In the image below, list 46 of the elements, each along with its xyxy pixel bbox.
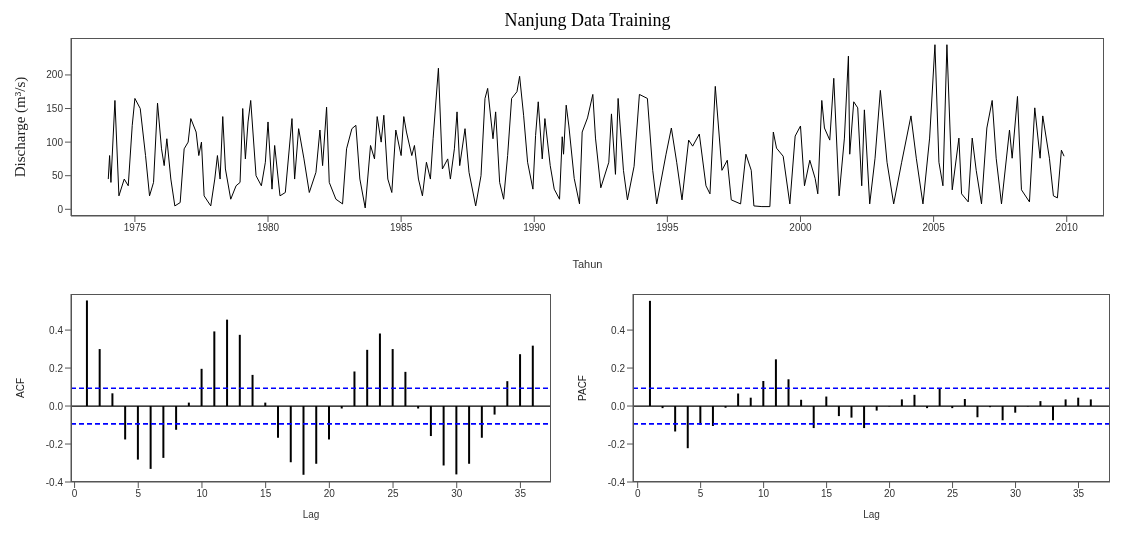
x-tick-label: 20 (884, 488, 896, 500)
y-tick-label: 0.2 (611, 362, 626, 374)
x-tick-label: 5 (697, 488, 704, 500)
x-tick-label: 15 (821, 488, 833, 500)
x-tick-label: 25 (387, 488, 400, 500)
y-tick-label: 150 (46, 103, 64, 115)
x-tick-label: 20 (323, 488, 336, 500)
y-axis-title: Discharge (m³/s) (12, 76, 30, 178)
y-axis-title: PACF (576, 375, 588, 401)
x-tick-label: 30 (451, 488, 463, 500)
y-tick-label: -0.2 (607, 438, 626, 450)
y-tick-label: 0.0 (49, 400, 64, 412)
x-tick-label: 1980 (256, 222, 280, 234)
x-tick-label: 2005 (922, 222, 946, 234)
y-tick-label: 50 (51, 170, 64, 182)
x-tick-label: 0 (634, 488, 641, 500)
x-tick-label: 30 (1009, 488, 1022, 500)
x-tick-label: 1975 (123, 222, 147, 234)
x-tick-label: 2010 (1055, 222, 1079, 234)
x-tick-label: 10 (196, 488, 208, 500)
y-tick-label: 0 (57, 203, 64, 215)
x-tick-label: 2000 (789, 222, 813, 234)
x-tick-label: 15 (260, 488, 272, 500)
x-tick-label: 5 (135, 488, 142, 500)
y-tick-label: -0.4 (607, 476, 626, 488)
y-tick-label: 0.0 (611, 400, 626, 412)
y-tick-label: 200 (46, 69, 64, 81)
y-tick-label: 100 (46, 136, 64, 148)
x-tick-label: 1990 (523, 222, 546, 234)
x-axis-title: Lag (302, 509, 320, 520)
x-tick-label: 1995 (656, 222, 679, 234)
x-tick-label: 0 (71, 488, 78, 500)
y-tick-label: -0.2 (45, 438, 64, 450)
x-tick-label: 25 (946, 488, 959, 500)
x-tick-label: 10 (758, 488, 770, 500)
y-tick-label: -0.4 (45, 476, 64, 488)
chart-title: Nanjung Data Training (503, 10, 672, 31)
y-tick-label: 0.4 (49, 324, 64, 336)
x-tick-label: 35 (1072, 488, 1085, 500)
y-axis-title: ACF (14, 378, 26, 398)
x-axis-title: Lag (863, 509, 880, 520)
x-tick-label: 35 (514, 488, 527, 500)
x-tick-label: 1985 (390, 222, 413, 234)
y-tick-label: 0.4 (611, 324, 626, 336)
x-axis-title: Tahun (572, 258, 603, 270)
y-tick-label: 0.2 (49, 362, 64, 374)
